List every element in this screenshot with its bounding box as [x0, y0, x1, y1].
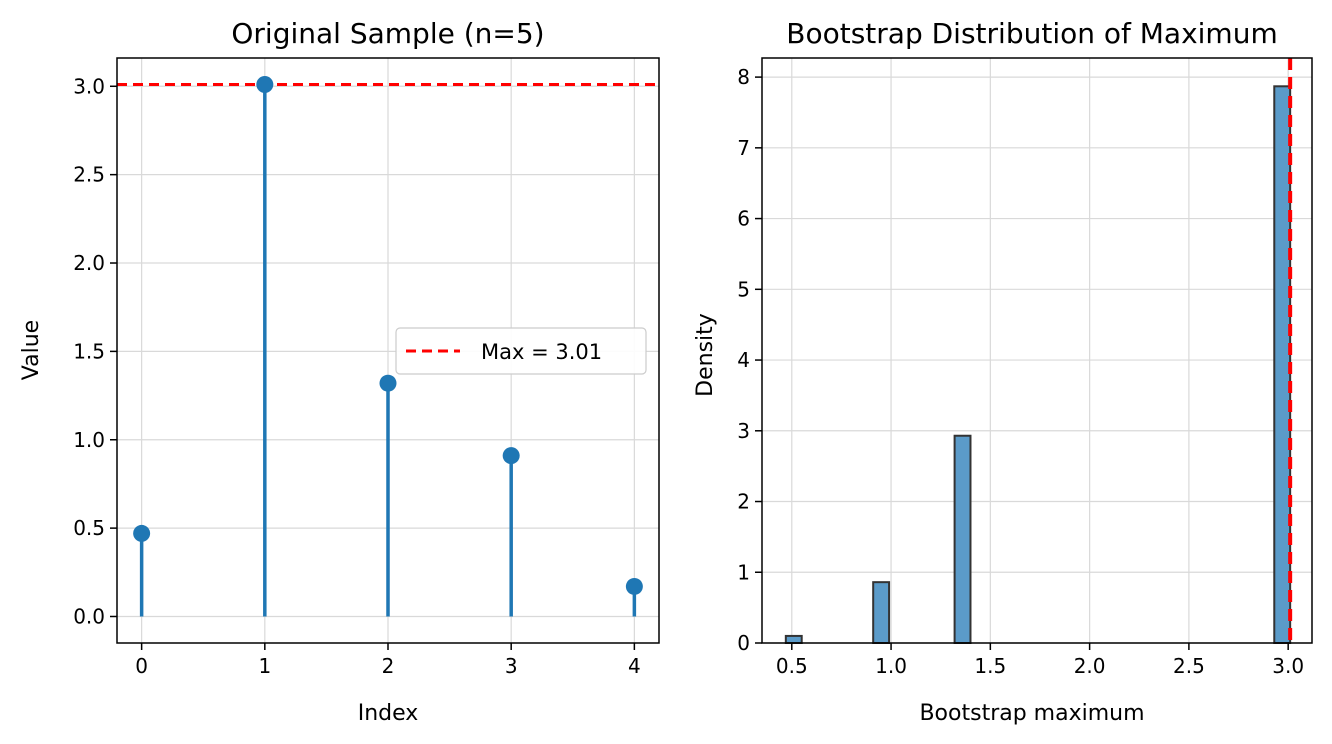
right-chart-panel: 0.5 1.0 1.5 2.0 2.5 3.0 0 1 2 3 4 5 6 7 8 Bootstrap Di… — [693, 17, 1313, 726]
right-axis-frame — [761, 57, 1313, 644]
legend-box — [395, 327, 647, 375]
left-y-tick-label: 2.0 — [73, 251, 105, 275]
left-x-tick-label: 0 — [135, 654, 148, 678]
right-chart-title: Bootstrap Distribution of Maximum — [786, 17, 1277, 50]
left-x-tick-label: 4 — [628, 654, 641, 678]
stem-marker — [625, 577, 643, 595]
legend-label: Max = 3.01 — [481, 340, 602, 364]
right-y-tick-label: 3 — [737, 419, 750, 443]
right-x-tick-label: 2.5 — [1173, 654, 1205, 678]
right-y-tick-label: 8 — [737, 65, 750, 89]
stem-marker — [133, 524, 151, 542]
left-x-axis-label: Index — [358, 701, 419, 726]
left-marks — [117, 76, 659, 617]
right-y-tick-label: 7 — [737, 136, 750, 160]
right-x-tick-label: 2.0 — [1074, 654, 1106, 678]
legend: Max = 3.01 — [395, 327, 647, 375]
histogram-bar — [1273, 85, 1292, 644]
right-y-tick-label: 0 — [737, 631, 750, 655]
stem-marker — [379, 374, 397, 392]
left-y-axis-label: Value — [19, 320, 44, 380]
left-y-tick-label: 1.5 — [73, 339, 105, 363]
right-x-tick-label: 0.5 — [776, 654, 808, 678]
histogram-bar — [953, 434, 972, 644]
left-chart-panel: 0 1 2 3 4 0.0 0.5 1.0 1.5 2.0 2.5 3.0 Max = 3.01 Or… — [19, 17, 660, 726]
right-x-axis-label: Bootstrap maximum — [919, 701, 1144, 726]
left-x-tick-label: 3 — [505, 654, 518, 678]
histogram-bar — [784, 634, 803, 645]
left-axis-frame — [116, 57, 660, 644]
histogram-bar — [872, 581, 891, 644]
right-y-tick-label: 2 — [737, 490, 750, 514]
right-grid — [762, 58, 1312, 644]
left-y-tick-label: 0.0 — [73, 604, 105, 628]
right-x-tick-label: 1.0 — [875, 654, 907, 678]
left-y-tick-label: 3.0 — [73, 74, 105, 98]
left-y-tick-label: 1.0 — [73, 428, 105, 452]
left-ticks: 0 1 2 3 4 0.0 0.5 1.0 1.5 2.0 2.5 3.0 — [73, 74, 641, 678]
right-y-tick-label: 6 — [737, 207, 750, 231]
left-chart-title: Original Sample (n=5) — [231, 17, 544, 50]
right-x-tick-label: 1.5 — [974, 654, 1006, 678]
left-y-tick-label: 2.5 — [73, 163, 105, 187]
right-ticks: 0.5 1.0 1.5 2.0 2.5 3.0 0 1 2 3 4 5 6 7 8 — [737, 65, 1304, 678]
right-y-tick-label: 1 — [737, 560, 750, 584]
right-marks — [784, 58, 1293, 645]
stem-marker — [502, 447, 520, 465]
right-x-tick-label: 3.0 — [1272, 654, 1304, 678]
left-y-tick-label: 0.5 — [73, 516, 105, 540]
right-y-tick-label: 4 — [737, 348, 750, 372]
stem-marker — [256, 76, 274, 94]
right-y-tick-label: 5 — [737, 277, 750, 301]
right-y-axis-label: Density — [693, 313, 718, 397]
left-x-tick-label: 1 — [258, 654, 271, 678]
left-x-tick-label: 2 — [382, 654, 395, 678]
